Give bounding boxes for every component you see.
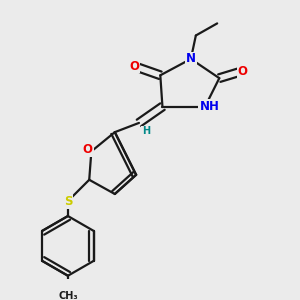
Text: O: O [238,64,248,77]
Text: N: N [186,52,196,65]
Text: S: S [64,195,72,208]
Text: NH: NH [200,100,219,113]
Text: O: O [83,143,93,156]
Text: H: H [142,126,150,136]
Text: O: O [129,60,139,73]
Text: CH₃: CH₃ [58,291,78,300]
